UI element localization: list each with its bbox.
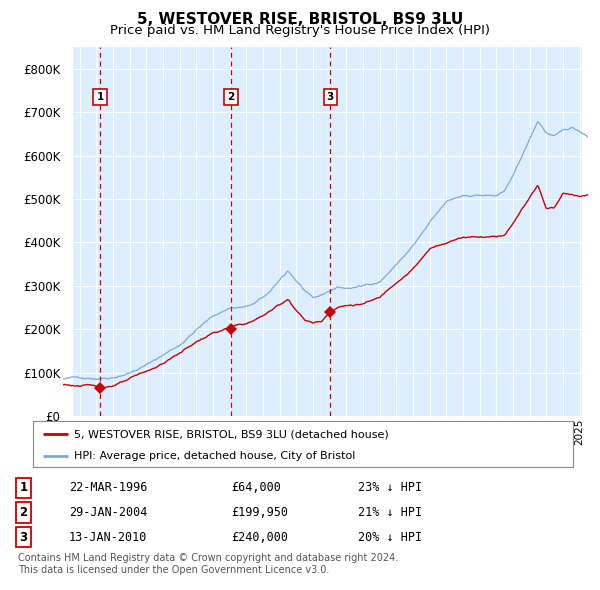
Text: £199,950: £199,950 [231,506,288,519]
Bar [63,47,73,416]
Bar [582,47,588,416]
Text: 13-JAN-2010: 13-JAN-2010 [69,531,147,544]
Text: 1: 1 [19,481,28,494]
Text: Contains HM Land Registry data © Crown copyright and database right 2024.
This d: Contains HM Land Registry data © Crown c… [18,553,398,575]
Text: 3: 3 [327,92,334,102]
Text: 1: 1 [97,92,104,102]
Text: HPI: Average price, detached house, City of Bristol: HPI: Average price, detached house, City… [74,451,355,461]
Text: 5, WESTOVER RISE, BRISTOL, BS9 3LU (detached house): 5, WESTOVER RISE, BRISTOL, BS9 3LU (deta… [74,429,388,439]
Text: 22-MAR-1996: 22-MAR-1996 [69,481,147,494]
Text: 29-JAN-2004: 29-JAN-2004 [69,506,147,519]
Text: £240,000: £240,000 [231,531,288,544]
Text: 21% ↓ HPI: 21% ↓ HPI [358,506,422,519]
Text: Price paid vs. HM Land Registry's House Price Index (HPI): Price paid vs. HM Land Registry's House … [110,24,490,37]
Text: 2: 2 [227,92,235,102]
Text: 23% ↓ HPI: 23% ↓ HPI [358,481,422,494]
Text: 5, WESTOVER RISE, BRISTOL, BS9 3LU: 5, WESTOVER RISE, BRISTOL, BS9 3LU [137,12,463,27]
Text: £64,000: £64,000 [231,481,281,494]
Text: 2: 2 [19,506,28,519]
Text: 20% ↓ HPI: 20% ↓ HPI [358,531,422,544]
Text: 3: 3 [19,531,28,544]
